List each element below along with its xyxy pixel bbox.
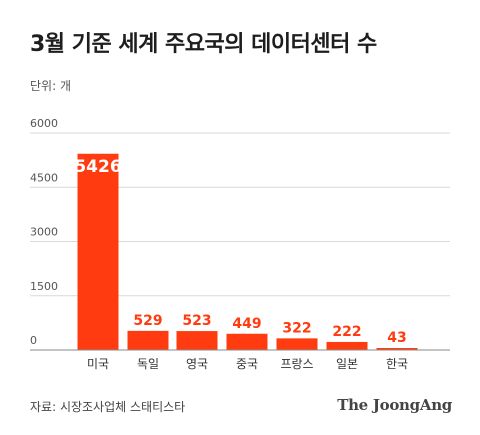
data-label: 43	[387, 330, 406, 346]
data-label: 523	[182, 313, 211, 329]
x-tick-label: 일본	[336, 357, 358, 371]
source-note: 자료: 시장조사업체 스태티스타	[30, 400, 186, 414]
bar	[77, 153, 119, 350]
bar	[226, 333, 268, 350]
bar	[376, 348, 418, 350]
y-tick-label: 3000	[30, 226, 58, 239]
bar	[276, 338, 318, 350]
data-label: 222	[332, 324, 361, 340]
y-tick-label: 4500	[30, 171, 58, 184]
bar	[326, 341, 368, 350]
data-label: 5426	[74, 157, 121, 177]
x-tick-label: 영국	[186, 357, 208, 371]
y-tick-label: 1500	[30, 280, 58, 293]
data-label: 322	[282, 320, 311, 336]
data-label: 529	[133, 313, 162, 329]
x-tick-label: 독일	[137, 357, 159, 371]
bar	[176, 331, 218, 350]
unit-label: 단위: 개	[30, 79, 71, 93]
x-tick-label: 프랑스	[280, 357, 313, 371]
y-tick-label: 6000	[30, 117, 58, 130]
x-tick-label: 한국	[386, 357, 408, 371]
x-tick-label: 미국	[87, 357, 109, 371]
chart-title: 3월 기준 세계 주요국의 데이터센터 수	[30, 32, 377, 57]
brand-logo: The JoongAng	[337, 396, 452, 414]
y-tick-label: 0	[30, 334, 37, 347]
x-tick-label: 중국	[236, 357, 258, 371]
data-label: 449	[232, 316, 261, 332]
bar	[127, 330, 169, 350]
